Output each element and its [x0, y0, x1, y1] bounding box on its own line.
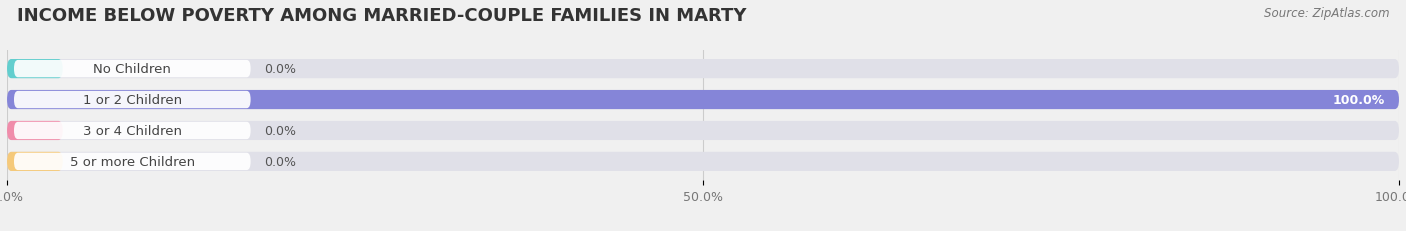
FancyBboxPatch shape — [7, 121, 63, 140]
Text: No Children: No Children — [93, 63, 172, 76]
Text: 1 or 2 Children: 1 or 2 Children — [83, 94, 181, 106]
Text: INCOME BELOW POVERTY AMONG MARRIED-COUPLE FAMILIES IN MARTY: INCOME BELOW POVERTY AMONG MARRIED-COUPL… — [17, 7, 747, 25]
FancyBboxPatch shape — [7, 91, 1399, 110]
Text: Source: ZipAtlas.com: Source: ZipAtlas.com — [1264, 7, 1389, 20]
FancyBboxPatch shape — [7, 60, 63, 79]
Text: 0.0%: 0.0% — [264, 155, 297, 168]
Text: 3 or 4 Children: 3 or 4 Children — [83, 125, 181, 137]
FancyBboxPatch shape — [7, 152, 1399, 171]
FancyBboxPatch shape — [7, 60, 1399, 79]
Text: 0.0%: 0.0% — [264, 63, 297, 76]
FancyBboxPatch shape — [14, 61, 250, 78]
Text: 100.0%: 100.0% — [1333, 94, 1385, 106]
FancyBboxPatch shape — [14, 91, 250, 109]
Text: 0.0%: 0.0% — [264, 125, 297, 137]
FancyBboxPatch shape — [14, 153, 250, 170]
FancyBboxPatch shape — [7, 121, 1399, 140]
Text: 5 or more Children: 5 or more Children — [70, 155, 195, 168]
FancyBboxPatch shape — [7, 152, 63, 171]
FancyBboxPatch shape — [14, 122, 250, 140]
FancyBboxPatch shape — [7, 91, 1399, 110]
